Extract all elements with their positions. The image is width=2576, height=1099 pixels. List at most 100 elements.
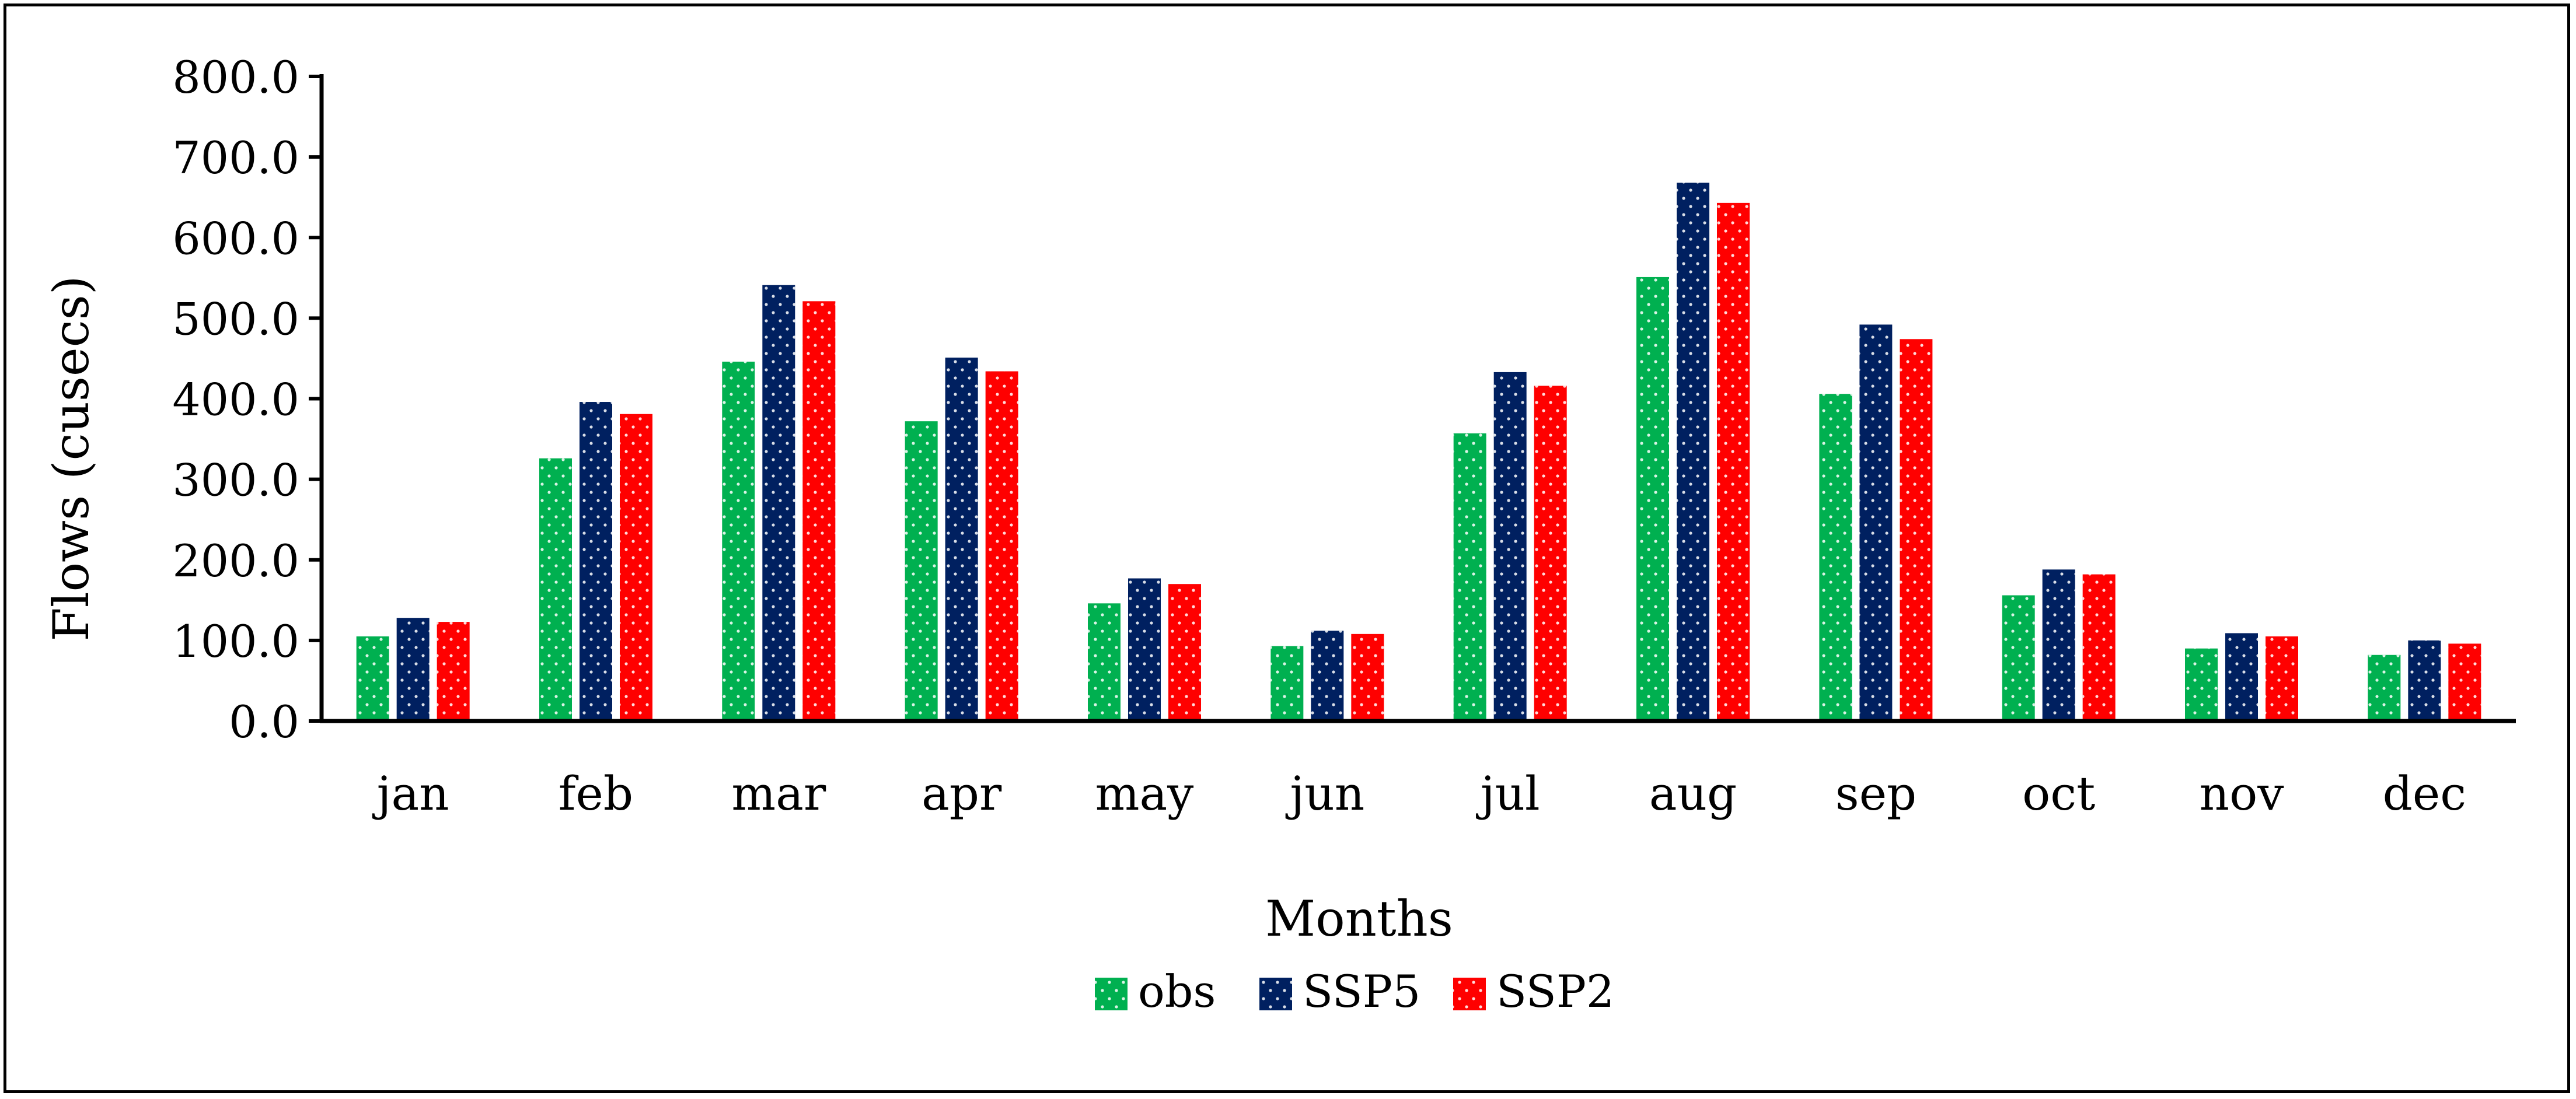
y-tick-label: 500.0	[172, 293, 299, 345]
bar-obs-apr	[905, 421, 938, 721]
bar-ssp5-oct	[2042, 569, 2075, 721]
bar-pattern	[2002, 595, 2035, 721]
x-tick-label: mar	[731, 766, 826, 821]
legend-swatch-pattern	[1259, 978, 1292, 1010]
y-tick-label: 100.0	[172, 615, 299, 667]
bar-pattern	[905, 421, 938, 721]
legend-swatch-pattern	[1095, 978, 1128, 1010]
bar-ssp5-apr	[945, 358, 978, 721]
bar-ssp5-aug	[1677, 183, 1709, 721]
x-tick-label: dec	[2383, 766, 2466, 821]
bar-obs-feb	[539, 458, 572, 721]
x-tick-label: feb	[559, 766, 633, 821]
bar-pattern	[1900, 339, 1933, 721]
bar-pattern	[2368, 654, 2401, 721]
bar-ssp5-jul	[1493, 372, 1527, 721]
bar-pattern	[2408, 640, 2441, 721]
bar-obs-mar	[722, 361, 755, 721]
x-tick-label: jul	[1476, 766, 1540, 821]
x-tick-label: aug	[1649, 766, 1737, 821]
bar-pattern	[1717, 202, 1750, 721]
y-ticks: 0.0 100.0 200.0 300.0 400.0 500.0 600.0 700.0 80…	[172, 51, 322, 748]
y-tick-label: 600.0	[172, 212, 299, 264]
bar-pattern	[1534, 386, 1567, 721]
legend-label: obs	[1138, 965, 1216, 1017]
bar-ssp2-jul	[1534, 386, 1567, 721]
y-tick-label: 0.0	[229, 696, 299, 748]
bar-pattern	[1088, 603, 1121, 721]
x-tick-label: sep	[1835, 766, 1917, 821]
bar-pattern	[2225, 633, 2258, 721]
bar-pattern	[1493, 372, 1527, 721]
bar-obs-jan	[356, 636, 389, 721]
bar-ssp2-may	[1168, 584, 1201, 721]
bar-pattern	[2448, 643, 2481, 721]
bar-pattern	[985, 371, 1018, 721]
bar-ssp5-jun	[1311, 631, 1344, 721]
y-tick-label: 700.0	[172, 132, 299, 184]
bar-pattern	[539, 458, 572, 721]
bar-pattern	[1168, 584, 1201, 721]
bar-ssp5-nov	[2225, 633, 2258, 721]
bar-pattern	[396, 618, 430, 721]
y-tick-label: 800.0	[172, 51, 299, 103]
bar-pattern	[1453, 433, 1486, 721]
bar-obs-aug	[1636, 276, 1669, 721]
bar-pattern	[802, 301, 836, 721]
bar-pattern	[2042, 569, 2075, 721]
bar-obs-jul	[1453, 433, 1486, 721]
legend-item-ssp2: SSP2	[1453, 965, 1614, 1017]
bar-pattern	[437, 622, 470, 721]
bar-ssp2-mar	[802, 301, 836, 721]
chart-frame: 0.0 100.0 200.0 300.0 400.0 500.0 600.0 700.0 80…	[4, 4, 2570, 1093]
x-axis-title: Months	[1265, 890, 1453, 947]
bar-ssp5-may	[1128, 578, 1161, 721]
bar-ssp5-mar	[762, 285, 795, 721]
legend: obs SSP5 SSP2	[1095, 965, 1614, 1017]
legend-label: SSP2	[1496, 965, 1614, 1017]
y-tick-label: 400.0	[172, 374, 299, 426]
bar-pattern	[2266, 636, 2298, 721]
bar-pattern	[2082, 574, 2116, 721]
bar-pattern	[1859, 324, 1893, 721]
legend-label: SSP5	[1303, 965, 1420, 1017]
bar-obs-nov	[2185, 648, 2218, 721]
bar-ssp5-jan	[396, 618, 430, 721]
bar-obs-may	[1088, 603, 1121, 721]
bar-obs-jun	[1270, 646, 1304, 721]
y-tick-label: 300.0	[172, 454, 299, 506]
bar-obs-sep	[1819, 394, 1852, 721]
bar-pattern	[620, 414, 652, 721]
bar-pattern	[1819, 394, 1852, 721]
bar-obs-oct	[2002, 595, 2035, 721]
bar-pattern	[1311, 631, 1344, 721]
legend-item-obs: obs	[1095, 965, 1216, 1017]
bar-pattern	[1636, 276, 1669, 721]
bar-pattern	[762, 285, 795, 721]
bar-ssp2-nov	[2266, 636, 2298, 721]
bar-ssp2-sep	[1900, 339, 1933, 721]
bar-ssp2-jun	[1351, 634, 1384, 721]
legend-item-ssp5: SSP5	[1259, 965, 1420, 1017]
bar-ssp2-jan	[437, 622, 470, 721]
y-tick-label: 200.0	[172, 535, 299, 587]
bar-ssp2-dec	[2448, 643, 2481, 721]
x-tick-label: may	[1095, 766, 1194, 821]
bar-pattern	[945, 358, 978, 721]
bar-ssp2-aug	[1717, 202, 1750, 721]
bar-pattern	[1677, 183, 1709, 721]
bar-ssp5-sep	[1859, 324, 1893, 721]
bar-pattern	[580, 402, 612, 721]
x-tick-label: apr	[922, 766, 1002, 821]
bar-pattern	[2185, 648, 2218, 721]
legend-swatch-pattern	[1453, 978, 1486, 1010]
bar-pattern	[1270, 646, 1304, 721]
bar-chart: 0.0 100.0 200.0 300.0 400.0 500.0 600.0 700.0 80…	[43, 51, 2516, 1017]
bar-pattern	[356, 636, 389, 721]
y-axis-title: Flows (cusecs)	[43, 275, 100, 641]
bars-layer	[356, 183, 2481, 721]
bar-pattern	[1351, 634, 1384, 721]
bar-ssp2-feb	[620, 414, 652, 721]
bar-pattern	[722, 361, 755, 721]
bar-ssp5-dec	[2408, 640, 2441, 721]
